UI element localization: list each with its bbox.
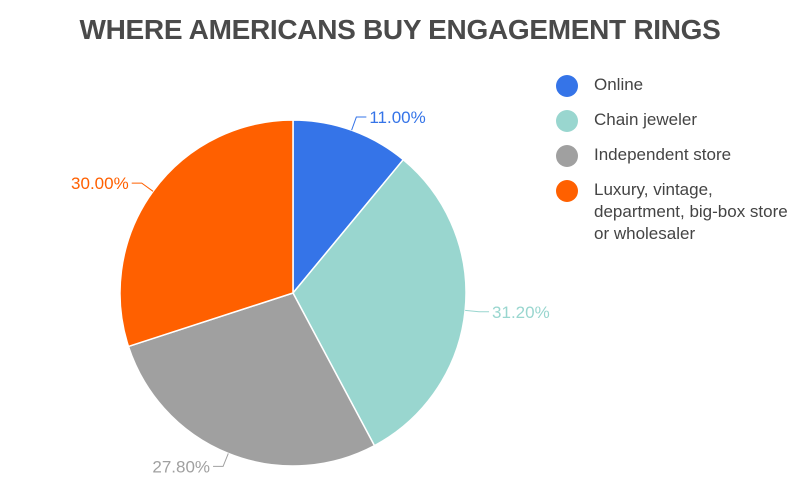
leader-line-luxury-other bbox=[131, 182, 154, 192]
legend-label: Luxury, vintage, department, big-box sto… bbox=[594, 180, 788, 243]
data-label-chain-jeweler: 31.20% bbox=[492, 303, 550, 322]
leader-line-chain-jeweler bbox=[465, 309, 490, 313]
legend-label: Chain jeweler bbox=[594, 110, 697, 129]
legend-label: Online bbox=[594, 75, 644, 94]
data-label-online: 11.00% bbox=[369, 108, 425, 127]
legend-item-online[interactable]: Online bbox=[556, 74, 796, 97]
leader-line-online bbox=[351, 116, 367, 131]
pie-slice-online[interactable] bbox=[292, 119, 405, 296]
legend-item-chain-jeweler[interactable]: Chain jeweler bbox=[556, 109, 796, 132]
data-label-independent-store: 27.80% bbox=[152, 457, 210, 476]
legend-item-independent-store[interactable]: Independent store bbox=[556, 144, 796, 167]
legend-swatch-chain-jeweler bbox=[556, 110, 578, 132]
pie-slice-independent-store[interactable] bbox=[127, 292, 376, 467]
leader-line-independent-store bbox=[213, 453, 229, 467]
legend-swatch-online bbox=[556, 75, 578, 97]
chart-title: WHERE AMERICANS BUY ENGAGEMENT RINGS bbox=[79, 14, 721, 45]
pie-slice-chain-jeweler[interactable] bbox=[292, 158, 467, 447]
data-label-luxury-other: 30.00% bbox=[71, 174, 129, 193]
legend-label: Independent store bbox=[594, 145, 732, 164]
legend: Online Chain jeweler Independent store L… bbox=[556, 74, 796, 257]
legend-swatch-luxury-other bbox=[556, 180, 578, 202]
legend-swatch-independent-store bbox=[556, 145, 578, 167]
legend-item-luxury-other[interactable]: Luxury, vintage, department, big-box sto… bbox=[556, 179, 796, 245]
